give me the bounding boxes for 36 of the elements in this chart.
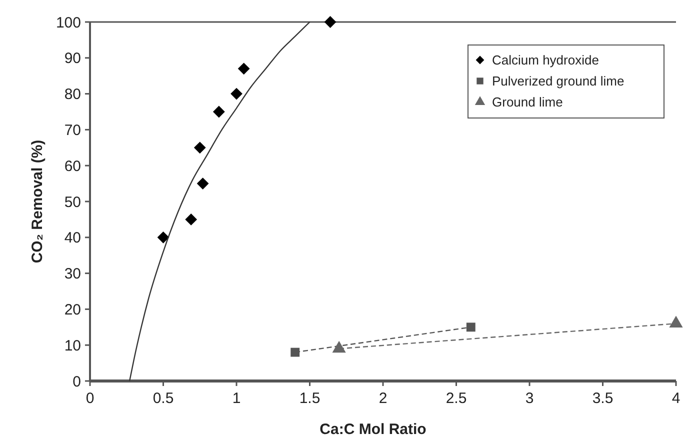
point (196, 178, 209, 190)
x-tick-label: 3.5 (592, 390, 614, 407)
point (212, 106, 225, 118)
y-tick-label: 50 (64, 194, 81, 211)
y-tick-label: 40 (64, 230, 81, 247)
legend-label: Calcium hydroxide (492, 52, 599, 68)
y-tick-label: 20 (64, 301, 81, 318)
x-tick-label: 3 (525, 390, 534, 407)
legend-label: Pulverized ground lime (492, 74, 624, 89)
y-tick-label: 90 (64, 50, 81, 68)
point (238, 62, 250, 75)
line-series (128, 21, 310, 382)
y-tick-label: 100 (56, 14, 81, 32)
y-axis-title: CO₂ Removal (%) (29, 140, 46, 264)
x-tick-label: 2 (378, 390, 388, 407)
point (194, 142, 206, 154)
x-tick-label: 0 (86, 390, 94, 407)
point (157, 231, 170, 244)
y-tick-label: 70 (64, 122, 81, 139)
y-tick-label: 0 (72, 373, 81, 390)
x-tick-label: 1.5 (299, 390, 320, 407)
y-tick-label: 10 (64, 337, 81, 354)
x-tick-label: 4 (672, 390, 680, 407)
y-tick-label: 60 (64, 158, 81, 175)
point (290, 348, 300, 357)
x-tick-label: 0.5 (152, 390, 174, 407)
x-tick-label: 1 (232, 390, 241, 407)
point (185, 214, 198, 226)
point (230, 88, 242, 100)
x-tick-label: 2.5 (446, 390, 467, 407)
y-tick-label: 30 (64, 266, 81, 283)
point (324, 16, 336, 28)
point (466, 322, 476, 332)
legend-label: Ground lime (492, 94, 563, 110)
y-tick-label: 80 (64, 86, 81, 104)
x-axis-title: Ca:C Mol Ratio (320, 421, 426, 438)
